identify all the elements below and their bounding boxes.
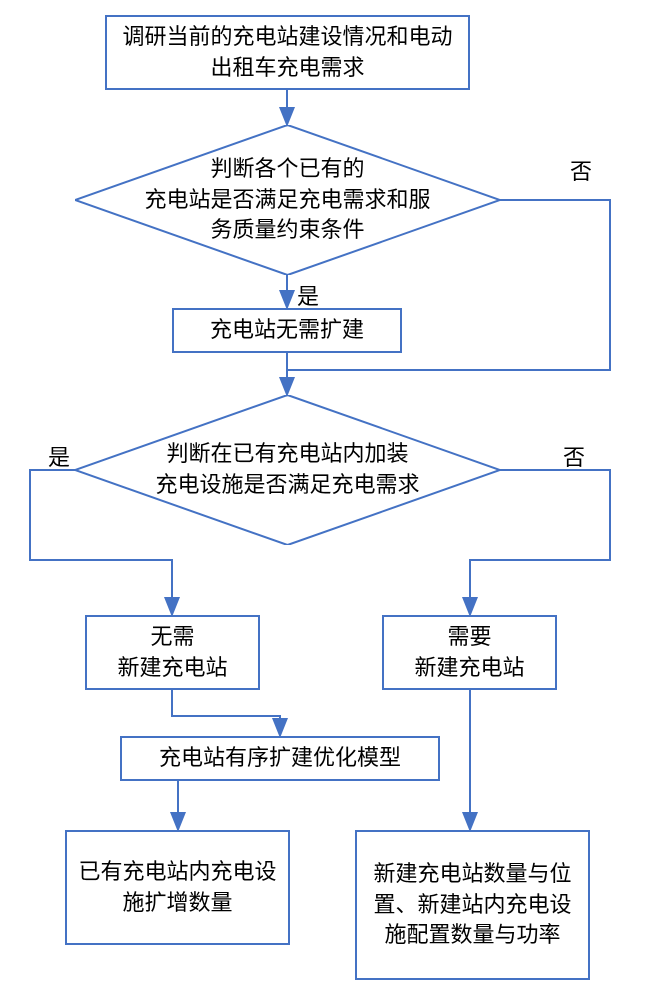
node-no-new-station: 无需新建充电站: [85, 615, 260, 690]
node-optimization-model: 充电站有序扩建优化模型: [120, 736, 440, 781]
node-text: 判断在已有充电站内加装充电设施是否满足充电需求: [155, 439, 419, 501]
node-text: 调研当前的充电站建设情况和电动出租车充电需求: [117, 22, 458, 84]
node-text: 新建充电站数量与位置、新建站内充电设施配置数量与功率: [367, 859, 578, 951]
decision-existing-meets: 判断各个已有的充电站是否满足充电需求和服务质量约束条件: [75, 125, 500, 275]
node-text: 需要新建充电站: [414, 622, 524, 684]
label-no-1: 否: [570, 154, 592, 186]
node-new-station-config: 新建充电站数量与位置、新建站内充电设施配置数量与功率: [355, 830, 590, 980]
node-need-new-station: 需要新建充电站: [382, 615, 557, 690]
label-yes-1: 是: [297, 279, 319, 311]
decision-add-facilities: 判断在已有充电站内加装充电设施是否满足充电需求: [75, 395, 500, 545]
node-text: 充电站有序扩建优化模型: [159, 743, 401, 774]
node-text: 无需新建充电站: [117, 622, 227, 684]
node-survey: 调研当前的充电站建设情况和电动出租车充电需求: [105, 15, 470, 90]
node-existing-expansion-count: 已有充电站内充电设施扩增数量: [65, 830, 290, 945]
node-no-expansion: 充电站无需扩建: [172, 308, 402, 353]
node-text: 已有充电站内充电设施扩增数量: [77, 857, 278, 919]
node-text: 判断各个已有的充电站是否满足充电需求和服务质量约束条件: [139, 154, 437, 246]
label-no-2: 否: [563, 440, 585, 472]
label-yes-2: 是: [48, 440, 70, 472]
node-text: 充电站无需扩建: [210, 315, 364, 346]
